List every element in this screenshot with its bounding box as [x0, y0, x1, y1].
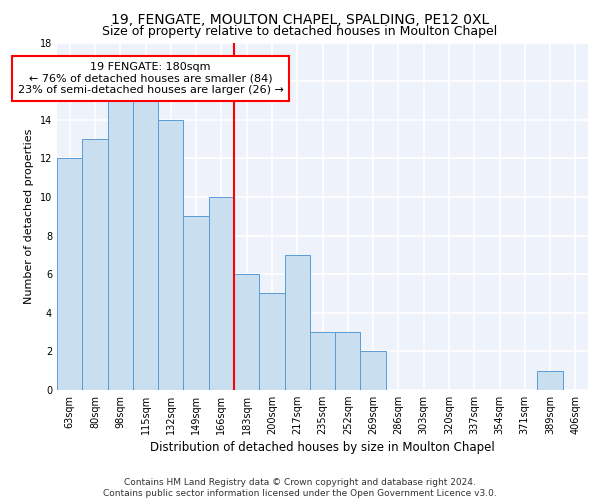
Bar: [361, 352, 386, 390]
Bar: [335, 332, 361, 390]
Bar: [538, 370, 563, 390]
Text: Size of property relative to detached houses in Moulton Chapel: Size of property relative to detached ho…: [103, 25, 497, 38]
Bar: [259, 294, 284, 390]
Text: 19 FENGATE: 180sqm
← 76% of detached houses are smaller (84)
23% of semi-detache: 19 FENGATE: 180sqm ← 76% of detached hou…: [17, 62, 283, 95]
Bar: [133, 100, 158, 390]
Bar: [158, 120, 184, 390]
X-axis label: Distribution of detached houses by size in Moulton Chapel: Distribution of detached houses by size …: [150, 442, 495, 454]
Bar: [310, 332, 335, 390]
Bar: [57, 158, 82, 390]
Bar: [284, 255, 310, 390]
Text: Contains HM Land Registry data © Crown copyright and database right 2024.
Contai: Contains HM Land Registry data © Crown c…: [103, 478, 497, 498]
Y-axis label: Number of detached properties: Number of detached properties: [24, 128, 34, 304]
Bar: [234, 274, 259, 390]
Text: 19, FENGATE, MOULTON CHAPEL, SPALDING, PE12 0XL: 19, FENGATE, MOULTON CHAPEL, SPALDING, P…: [111, 12, 489, 26]
Bar: [82, 139, 107, 390]
Bar: [184, 216, 209, 390]
Bar: [209, 197, 234, 390]
Bar: [107, 100, 133, 390]
